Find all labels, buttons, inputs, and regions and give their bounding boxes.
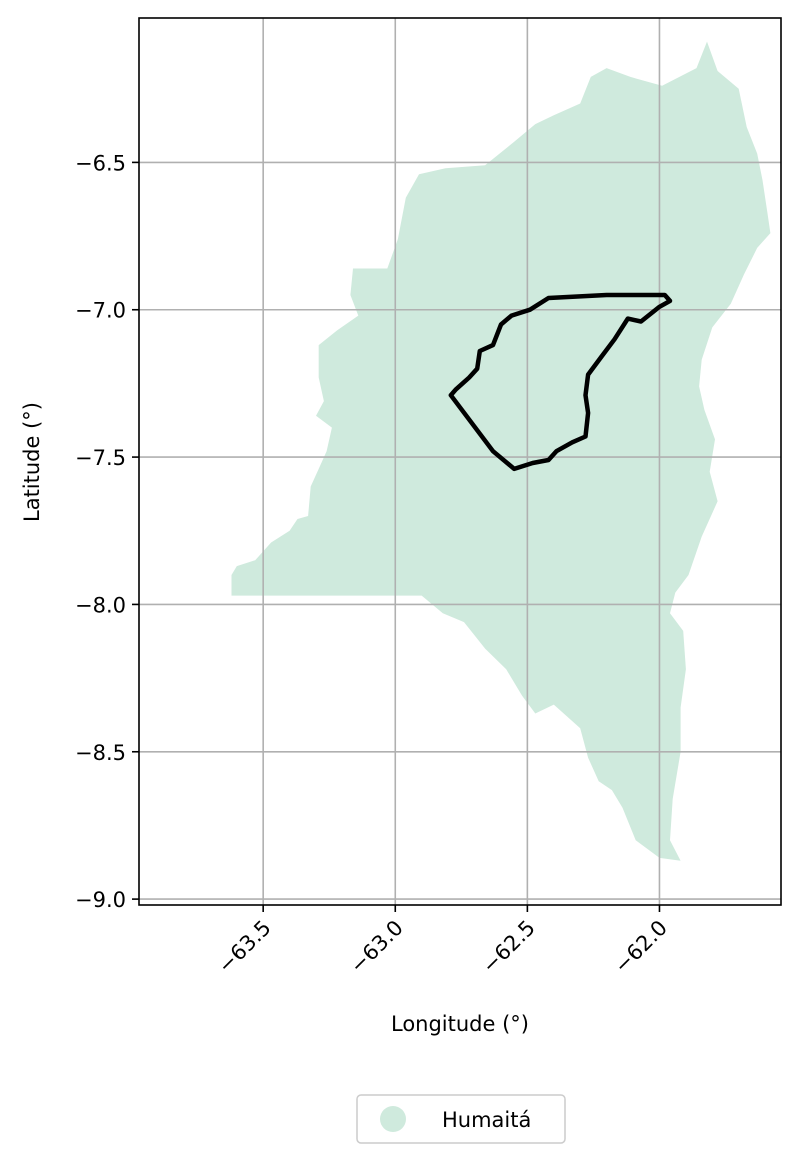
y-tick-label-5: −9.0 xyxy=(75,888,126,912)
boundary-layer xyxy=(448,292,673,472)
plot-frame xyxy=(138,17,782,906)
x-tick-label-3: −62.0 xyxy=(610,916,672,978)
x-axis-label: Longitude (°) xyxy=(391,1012,529,1036)
y-axis-ticks: −6.5 −7.0 −7.5 −8.0 −8.5 −9.0 xyxy=(75,151,139,912)
x-tick-label-1: −63.0 xyxy=(345,916,407,978)
grid-layer xyxy=(139,18,781,905)
region-layer xyxy=(231,41,771,861)
legend-box xyxy=(356,1094,566,1144)
y-tick-label-2: −7.5 xyxy=(75,446,126,470)
x-axis-ticks: −63.5 −63.0 −62.5 −62.0 xyxy=(213,905,672,978)
y-axis-label: Latitude (°) xyxy=(20,402,44,522)
y-tick-label-3: −8.0 xyxy=(75,593,126,617)
x-tick-label-2: −62.5 xyxy=(477,916,539,978)
y-tick-label-1: −7.0 xyxy=(75,299,126,323)
study-area-boundary xyxy=(448,292,673,472)
legend: Humaitá xyxy=(356,1094,566,1144)
legend-marker xyxy=(380,1106,406,1132)
axes-frame xyxy=(138,17,782,906)
y-tick-label-0: −6.5 xyxy=(75,151,126,175)
y-tick-label-4: −8.5 xyxy=(75,741,126,765)
region-humaita xyxy=(231,41,771,861)
legend-label: Humaitá xyxy=(442,1108,531,1132)
x-tick-label-0: −63.5 xyxy=(213,916,275,978)
